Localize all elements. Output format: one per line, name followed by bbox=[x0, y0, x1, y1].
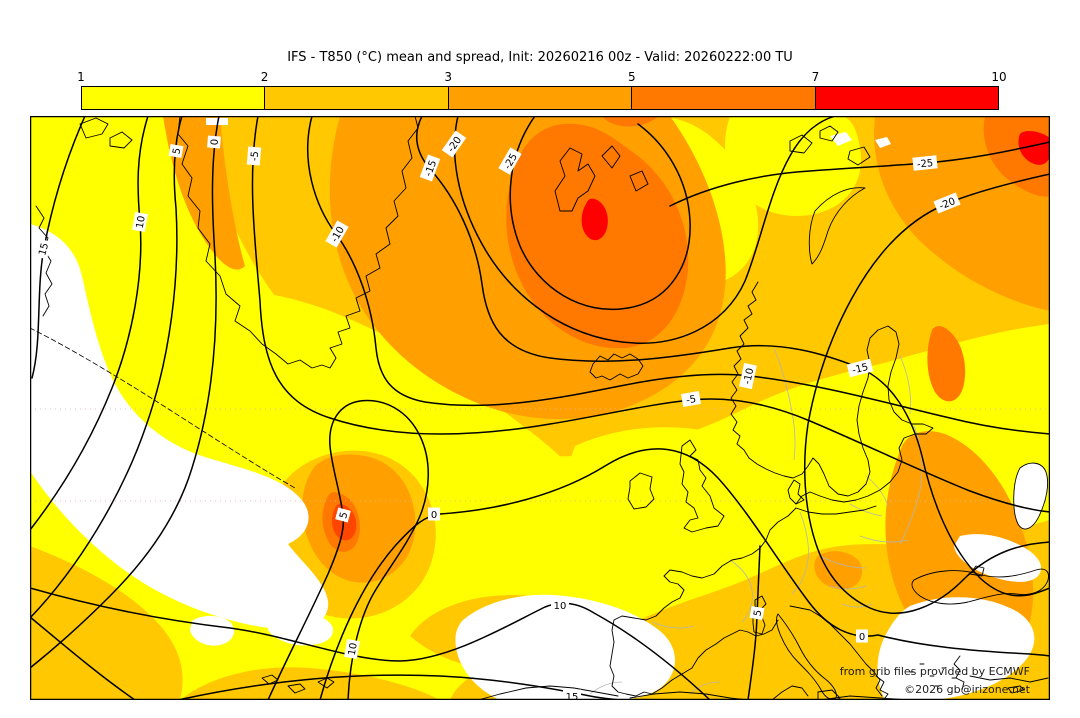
page-title: IFS - T850 (°C) mean and spread, Init: 2… bbox=[287, 50, 793, 65]
spread-fill-layer bbox=[30, 116, 1050, 700]
svg-text:-5: -5 bbox=[249, 151, 261, 162]
contour-15-southwest bbox=[30, 616, 136, 700]
svalbard-coast bbox=[554, 145, 649, 212]
turkey-south-coast bbox=[969, 675, 1049, 683]
contour-minus15 bbox=[416, 116, 1050, 597]
contour-minus10 bbox=[306, 116, 1050, 435]
contour-label--10: -10 bbox=[739, 362, 757, 390]
svg-text:-5: -5 bbox=[685, 394, 697, 407]
contour-minus20-west bbox=[453, 116, 836, 344]
contour-minus25-loop bbox=[509, 116, 691, 310]
svg-text:-25: -25 bbox=[916, 158, 933, 171]
svg-text:0: 0 bbox=[431, 510, 437, 521]
labrador-ice-edge bbox=[30, 327, 296, 489]
novaya-zemlya-coast bbox=[808, 187, 866, 265]
t850-contour-lines bbox=[30, 116, 1050, 700]
contour-label-0: 0 bbox=[428, 507, 440, 521]
contour-label-5: 5 bbox=[335, 507, 351, 523]
contour-label--5: -5 bbox=[246, 146, 262, 166]
aegean-islands bbox=[909, 663, 957, 687]
svg-text:0: 0 bbox=[859, 632, 865, 643]
coastline-layer bbox=[30, 116, 1049, 700]
svg-text:5: 5 bbox=[171, 147, 183, 155]
country-border-lines bbox=[589, 347, 923, 695]
contour-label-15: 15 bbox=[563, 689, 581, 700]
contour-10-south bbox=[30, 587, 711, 700]
svg-text:10: 10 bbox=[554, 601, 567, 612]
contour-label--15: -15 bbox=[419, 154, 441, 182]
scandinavia-coast bbox=[730, 281, 934, 505]
svg-text:-15: -15 bbox=[423, 159, 439, 178]
svg-text:15: 15 bbox=[566, 692, 579, 700]
contour-5-southwest bbox=[267, 399, 429, 700]
italy-coast bbox=[776, 613, 837, 700]
sicily-coast bbox=[817, 689, 841, 700]
contour-label-15: 15 bbox=[34, 238, 52, 260]
contour-15-south bbox=[177, 674, 621, 700]
svg-text:10: 10 bbox=[347, 642, 360, 656]
colorbar-tick-7: 7 bbox=[811, 70, 820, 84]
contour-0-south bbox=[319, 448, 1050, 700]
contour-0-west bbox=[30, 116, 220, 669]
colorbar-segment-5-7 bbox=[632, 87, 816, 109]
colorbar-tick-5: 5 bbox=[627, 70, 636, 84]
contour-label--15: -15 bbox=[846, 358, 874, 378]
contour-5-west bbox=[30, 116, 183, 619]
contour-label-10: 10 bbox=[132, 212, 148, 232]
svg-text:-15: -15 bbox=[851, 362, 870, 377]
contour-label-10: 10 bbox=[344, 639, 360, 659]
contour-label-5: 5 bbox=[168, 143, 184, 159]
svg-text:10: 10 bbox=[135, 215, 148, 229]
aegean-turkey-coast bbox=[953, 655, 965, 691]
europe-atlantic-coast bbox=[609, 507, 797, 697]
black-sea-coast bbox=[911, 568, 1049, 605]
contour-10-west bbox=[30, 116, 149, 531]
svg-text:-10: -10 bbox=[742, 367, 756, 385]
contour-label-0: 0 bbox=[856, 629, 868, 643]
map-canvas: 15 10 5 0 -5 -10 -15 -20 -25 -25 -20 -15 -10 -5 0 0 5 5 10… bbox=[30, 116, 1050, 700]
franz-josef-islands bbox=[789, 125, 871, 166]
colorbar-tick-labels: 1 2 3 5 7 10 bbox=[77, 70, 1006, 84]
svg-text:0: 0 bbox=[210, 138, 222, 145]
contour-minus5 bbox=[251, 116, 1050, 513]
spread-colorbar bbox=[81, 86, 999, 110]
britain-coast bbox=[679, 439, 725, 533]
caspian-sea bbox=[1013, 462, 1049, 530]
iceland-coast bbox=[589, 353, 644, 381]
colorbar-segment-7-10 bbox=[815, 87, 999, 109]
contour-label--5: -5 bbox=[681, 391, 701, 407]
ireland-coast bbox=[627, 472, 655, 510]
colorbar-tick-3: 3 bbox=[444, 70, 453, 84]
graticule-lines bbox=[30, 408, 1050, 502]
colorbar-tick-1: 1 bbox=[77, 70, 85, 84]
canada-coast bbox=[35, 205, 53, 317]
colorbar-segment-2-3 bbox=[265, 87, 449, 109]
cyprus-coast bbox=[1007, 685, 1025, 694]
contour-label-5: 5 bbox=[749, 605, 765, 621]
denmark-coast bbox=[787, 479, 805, 505]
contour-label--25: -25 bbox=[912, 155, 938, 171]
colorbar-tick-10: 10 bbox=[991, 70, 1007, 84]
adriatic-balkan-coast bbox=[789, 605, 883, 697]
greenland-coast bbox=[177, 116, 419, 369]
colorbar-segment-3-5 bbox=[448, 87, 633, 109]
credit-source: from grib files provided by ECMWF bbox=[839, 665, 1030, 678]
greece-coast bbox=[875, 675, 889, 700]
colorbar-segment-1-2 bbox=[82, 87, 266, 109]
corsica-coast bbox=[754, 595, 767, 611]
svg-text:5: 5 bbox=[752, 609, 764, 617]
svg-text:15: 15 bbox=[37, 242, 51, 257]
mediterranean-north-coast bbox=[651, 619, 779, 695]
credit-copyright: ©2026 gb@irizone.net bbox=[904, 683, 1030, 696]
north-africa-coast bbox=[477, 685, 911, 700]
contour-label-10: 10 bbox=[551, 598, 569, 612]
svg-text:5: 5 bbox=[338, 511, 350, 520]
contour-label-0: 0 bbox=[207, 135, 222, 149]
arctic-islands bbox=[79, 117, 133, 149]
contour-minus20-northeast bbox=[803, 173, 1050, 614]
colorbar-tick-2: 2 bbox=[260, 70, 269, 84]
contour-minus25-northeast bbox=[669, 141, 1050, 207]
